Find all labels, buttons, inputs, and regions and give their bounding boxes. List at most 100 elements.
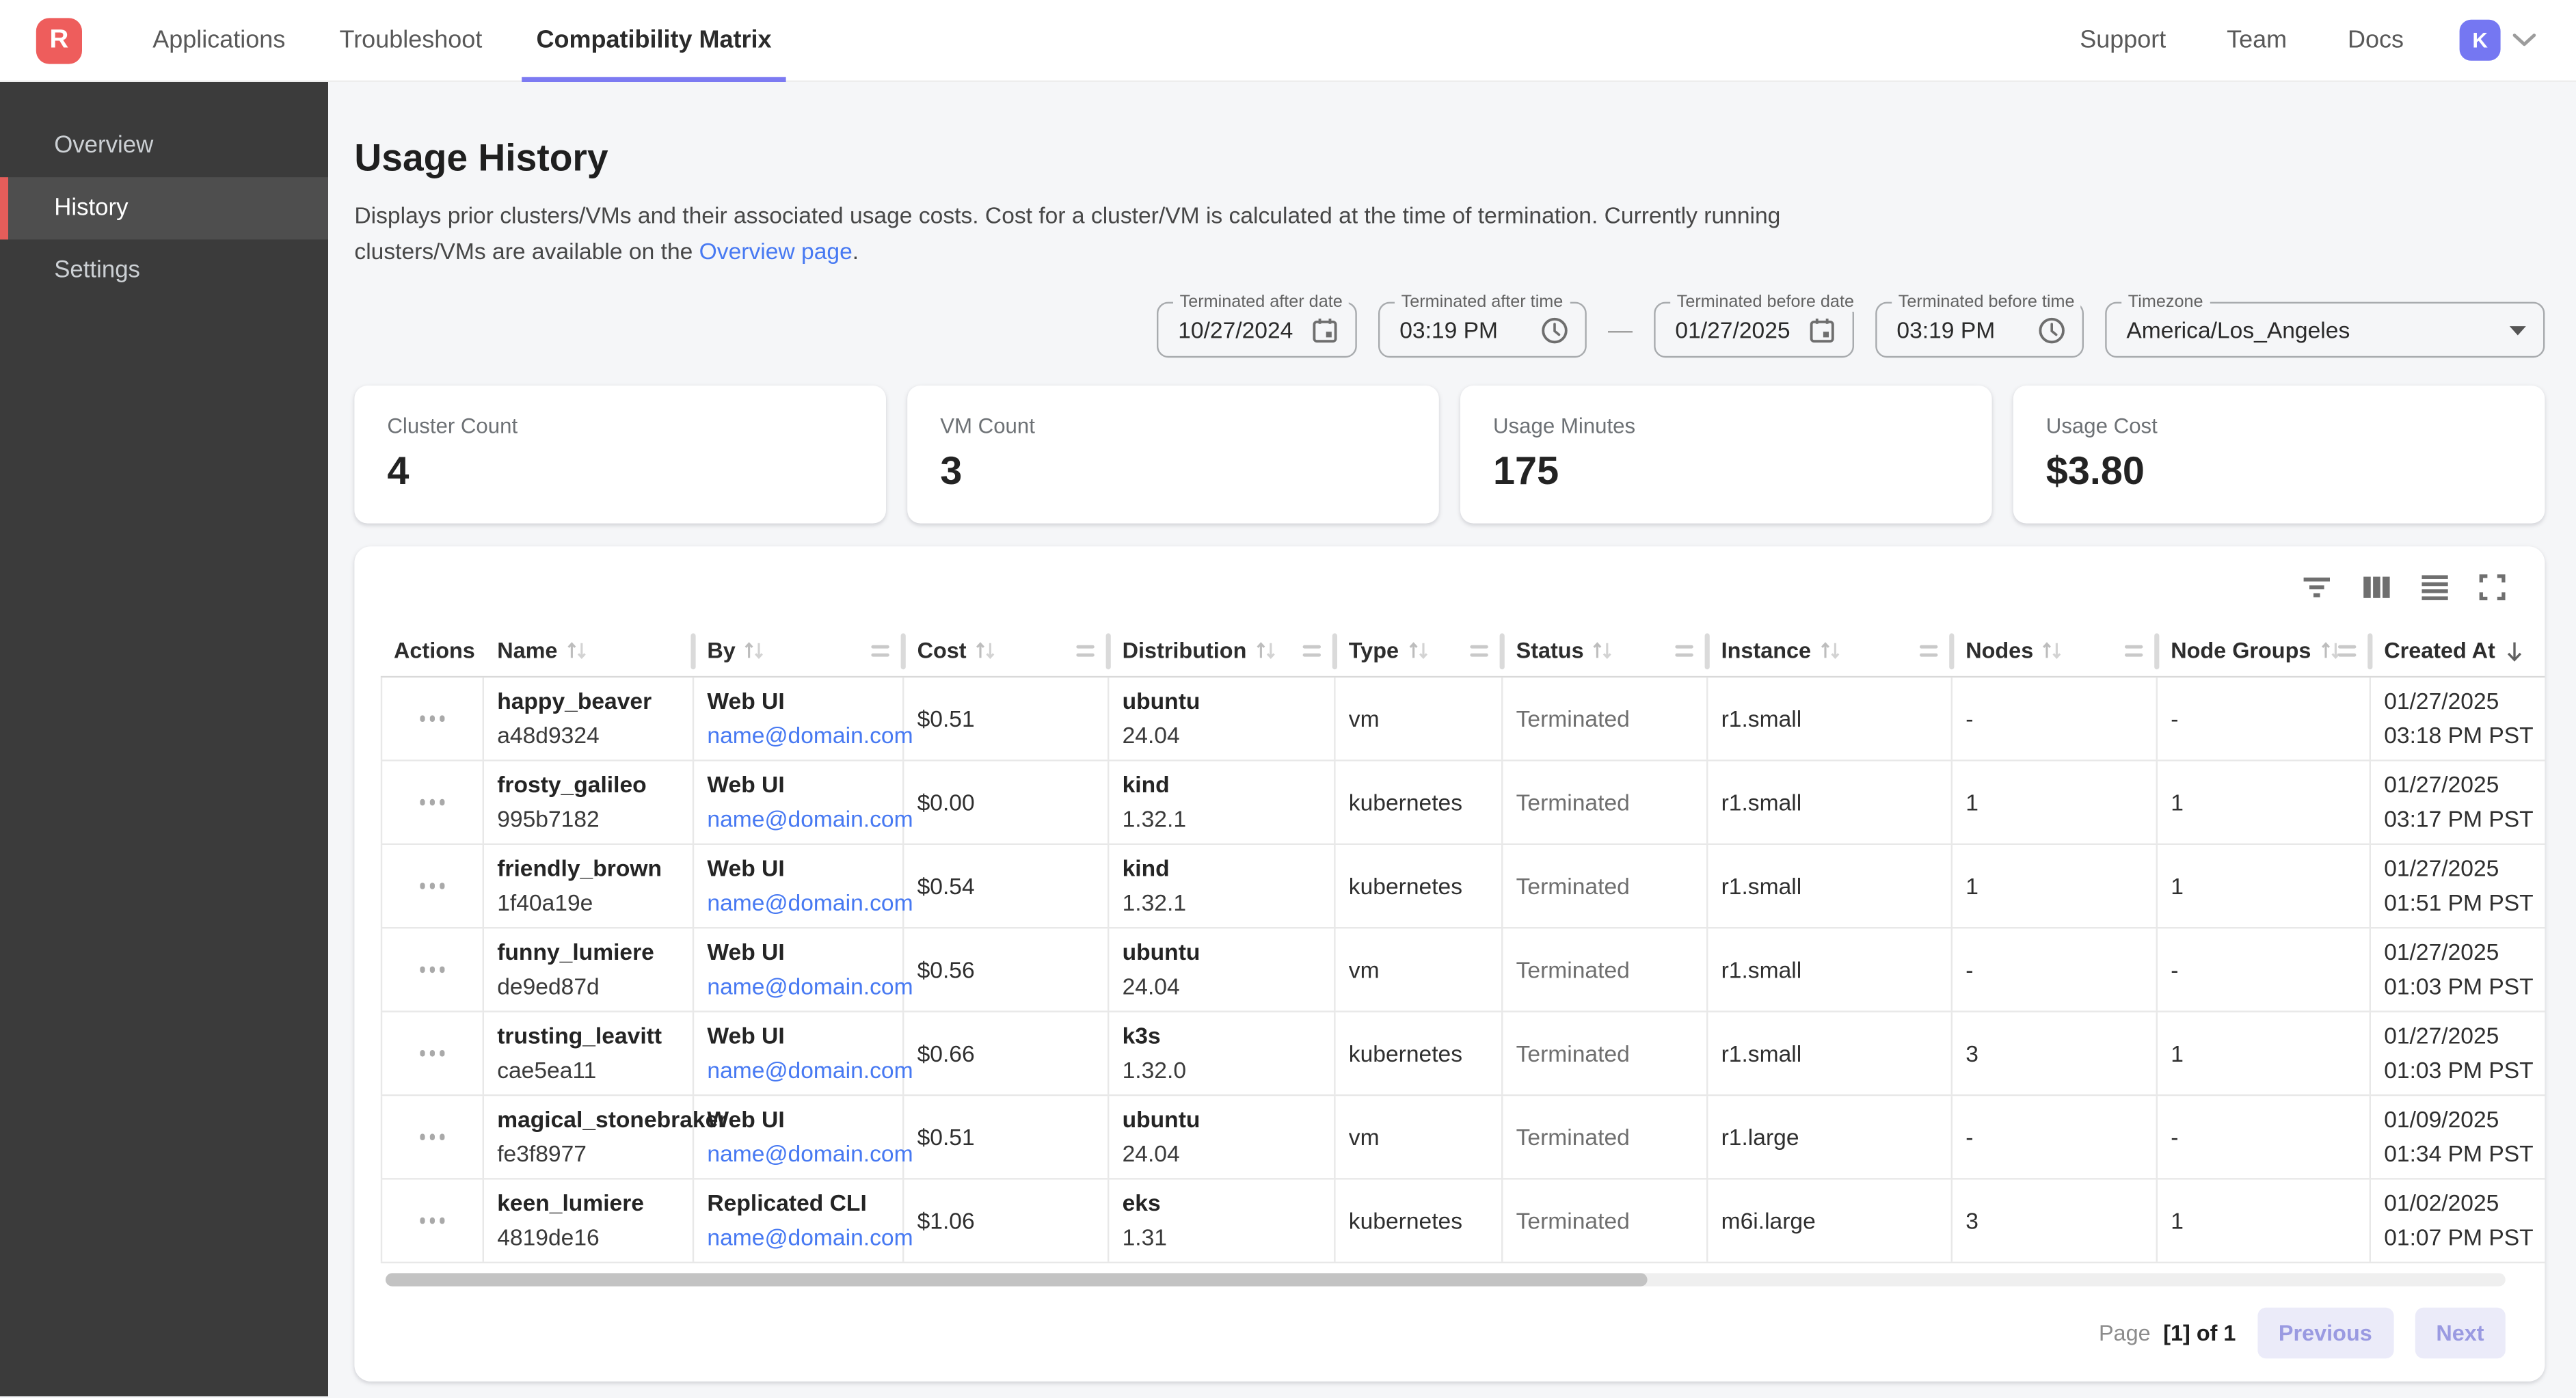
- fullscreen-icon[interactable]: [2479, 574, 2505, 600]
- status-badge: Terminated: [1516, 1124, 1630, 1150]
- sort-icon[interactable]: [1819, 640, 1840, 661]
- user-email-link[interactable]: name@domain.com: [707, 969, 902, 1005]
- clock-icon[interactable]: [1541, 316, 1569, 344]
- user-email-link[interactable]: name@domain.com: [707, 1053, 902, 1089]
- dropdown-arrow-icon[interactable]: [2509, 324, 2527, 336]
- more-actions-icon[interactable]: [382, 799, 482, 805]
- terminated-after-time-input[interactable]: Terminated after time 03:19 PM: [1378, 302, 1587, 358]
- table-row[interactable]: magical_stonebraker fe3f8977 Web UI name…: [381, 1096, 2545, 1179]
- nav-link-support[interactable]: Support: [2080, 26, 2166, 54]
- user-email-link[interactable]: name@domain.com: [707, 718, 902, 754]
- created-date: 01/02/2025: [2384, 1185, 2545, 1221]
- nav-tab-troubleshoot[interactable]: Troubleshoot: [325, 0, 497, 81]
- column-menu-icon[interactable]: [871, 645, 889, 657]
- table-row[interactable]: keen_lumiere 4819de16 Replicated CLI nam…: [381, 1180, 2545, 1263]
- terminated-after-date-value[interactable]: 10/27/2024: [1178, 317, 1293, 342]
- column-menu-icon[interactable]: [2125, 645, 2143, 657]
- clock-icon[interactable]: [2038, 316, 2066, 344]
- more-actions-icon[interactable]: [382, 716, 482, 721]
- terminated-after-date-input[interactable]: Terminated after date 10/27/2024: [1157, 302, 1357, 358]
- density-icon[interactable]: [2421, 574, 2447, 600]
- timezone-value[interactable]: America/Los_Angeles: [2126, 317, 2350, 342]
- distribution-version: 1.31: [1123, 1221, 1334, 1256]
- user-email-link[interactable]: name@domain.com: [707, 886, 902, 922]
- more-actions-icon[interactable]: [382, 1134, 482, 1140]
- sort-icon[interactable]: [744, 640, 765, 661]
- terminated-before-time-input[interactable]: Terminated before time 03:19 PM: [1875, 302, 2084, 358]
- column-menu-icon[interactable]: [1675, 645, 1693, 657]
- column-menu-icon[interactable]: [1303, 645, 1321, 657]
- column-header-by[interactable]: By: [694, 625, 904, 675]
- column-menu-icon[interactable]: [2338, 645, 2356, 657]
- avatar[interactable]: K: [2460, 20, 2501, 61]
- more-actions-icon[interactable]: [382, 1218, 482, 1223]
- sort-icon[interactable]: [2041, 640, 2063, 661]
- column-header-distribution[interactable]: Distribution: [1109, 625, 1335, 675]
- horizontal-scrollbar-track[interactable]: [386, 1273, 2506, 1286]
- table-row[interactable]: friendly_brown 1f40a19e Web UI name@doma…: [381, 845, 2545, 928]
- terminated-before-date-value[interactable]: 01/27/2025: [1675, 317, 1790, 342]
- replicated-logo[interactable]: R: [36, 17, 82, 63]
- column-menu-icon[interactable]: [1076, 645, 1094, 657]
- more-actions-icon[interactable]: [382, 1051, 482, 1056]
- more-actions-icon[interactable]: [382, 967, 482, 972]
- nav-link-team[interactable]: Team: [2227, 26, 2287, 54]
- created-at-cell: 01/27/2025 01:03 PM PST: [2371, 1012, 2545, 1094]
- column-menu-icon[interactable]: [1470, 645, 1488, 657]
- sidebar-item-settings[interactable]: Settings: [0, 239, 328, 301]
- account-menu[interactable]: K: [2460, 20, 2537, 61]
- terminated-before-time-label: Terminated before time: [1892, 292, 2081, 312]
- more-actions-icon[interactable]: [382, 883, 482, 889]
- sort-icon[interactable]: [1255, 640, 1276, 661]
- table-row[interactable]: happy_beaver a48d9324 Web UI name@domain…: [381, 677, 2545, 761]
- user-email-link[interactable]: name@domain.com: [707, 1137, 902, 1172]
- column-header-name[interactable]: Name: [484, 625, 694, 675]
- name-cell: friendly_brown 1f40a19e: [484, 845, 694, 927]
- distribution-cell: kind 1.32.1: [1109, 845, 1335, 927]
- created-date: 01/27/2025: [2384, 767, 2545, 803]
- status-badge: Terminated: [1516, 789, 1630, 815]
- column-header-type[interactable]: Type: [1336, 625, 1503, 675]
- column-header-node-groups[interactable]: Node Groups: [2158, 625, 2371, 675]
- terminated-before-date-input[interactable]: Terminated before date 01/27/2025: [1654, 302, 1854, 358]
- column-header-cost[interactable]: Cost: [904, 625, 1109, 675]
- table-row[interactable]: frosty_galileo 995b7182 Web UI name@doma…: [381, 762, 2545, 845]
- row-actions-cell: [381, 762, 484, 844]
- table-row[interactable]: trusting_leavitt cae5ea11 Web UI name@do…: [381, 1012, 2545, 1096]
- terminated-before-time-value[interactable]: 03:19 PM: [1896, 317, 1995, 342]
- sort-icon[interactable]: [2319, 640, 2340, 661]
- columns-icon[interactable]: [2363, 576, 2391, 599]
- user-email-link[interactable]: name@domain.com: [707, 803, 902, 838]
- name-cell: happy_beaver a48d9324: [484, 677, 694, 760]
- sidebar-item-history[interactable]: History: [0, 177, 328, 239]
- filter-icon[interactable]: [2302, 576, 2331, 599]
- nav-tab-applications[interactable]: Applications: [138, 0, 300, 81]
- sort-icon[interactable]: [565, 640, 587, 661]
- user-email-link[interactable]: name@domain.com: [707, 1221, 902, 1256]
- sort-desc-icon[interactable]: [2504, 639, 2525, 662]
- nav-tab-compatibility-matrix[interactable]: Compatibility Matrix: [522, 0, 786, 81]
- column-header-created-at[interactable]: Created At: [2371, 625, 2545, 675]
- sort-icon[interactable]: [1407, 640, 1428, 661]
- sort-icon[interactable]: [975, 640, 996, 661]
- nav-link-docs[interactable]: Docs: [2348, 26, 2404, 54]
- calendar-icon[interactable]: [1311, 316, 1339, 344]
- column-header-instance[interactable]: Instance: [1708, 625, 1953, 675]
- next-page-button[interactable]: Next: [2415, 1308, 2506, 1358]
- created-date: 01/27/2025: [2384, 850, 2545, 886]
- sidebar-item-overview[interactable]: Overview: [0, 115, 328, 177]
- terminated-after-time-value[interactable]: 03:19 PM: [1399, 317, 1498, 342]
- overview-page-link[interactable]: Overview page: [699, 238, 853, 264]
- column-menu-icon[interactable]: [1920, 645, 1937, 657]
- table-row[interactable]: funny_lumiere de9ed87d Web UI name@domai…: [381, 928, 2545, 1012]
- column-header-status[interactable]: Status: [1503, 625, 1708, 675]
- horizontal-scrollbar-thumb[interactable]: [386, 1273, 1647, 1286]
- stat-label: Cluster Count: [387, 414, 853, 438]
- previous-page-button[interactable]: Previous: [2257, 1308, 2393, 1358]
- cost-cell: $0.51: [904, 1096, 1109, 1178]
- timezone-select[interactable]: Timezone America/Los_Angeles: [2105, 302, 2545, 358]
- status-badge: Terminated: [1516, 956, 1630, 982]
- column-header-nodes[interactable]: Nodes: [1953, 625, 2158, 675]
- calendar-icon[interactable]: [1808, 316, 1836, 344]
- sort-icon[interactable]: [1592, 640, 1613, 661]
